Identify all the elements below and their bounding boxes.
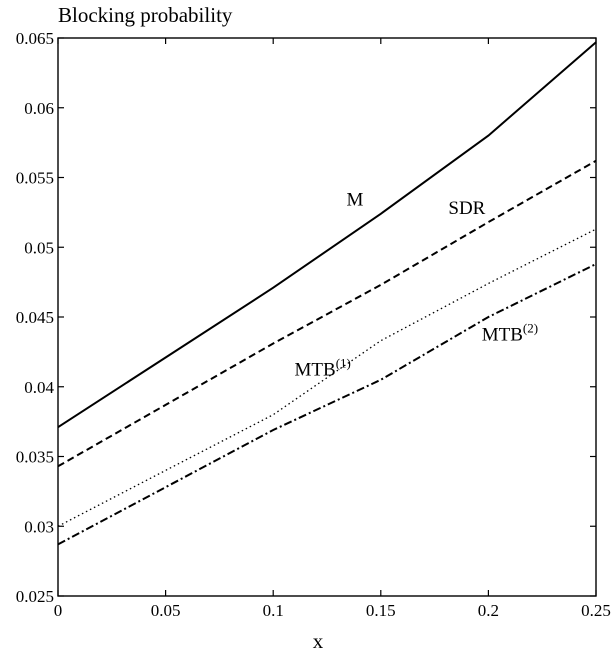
y-tick-label: 0.055 [16,169,54,188]
y-tick-label: 0.05 [24,238,54,257]
series-line-sdr [57,159,597,468]
y-tick-label: 0.045 [16,308,54,327]
x-axis-label: x [313,629,324,653]
x-tick-label: 0.25 [581,601,611,620]
y-tick-label: 0.04 [24,378,54,397]
series-label-m: M [347,189,364,210]
x-tick-label: 0 [54,601,63,620]
series-lines [57,41,597,546]
x-axis-ticks: 0 0.05 0.1 0.15 0.2 0.25 [54,38,611,620]
series-line-mtb-2 [57,263,597,546]
series-label-text: SDR [448,198,485,219]
x-tick-label: 0.05 [151,601,181,620]
series-line-m [57,41,597,429]
series-label-sdr: SDR [448,198,485,219]
series-label-mtb-1: MTB(1) [295,356,351,381]
series-label-text: MTB [295,360,336,381]
series-label-text: M [347,189,364,210]
x-tick-label: 0.15 [366,601,396,620]
y-tick-label: 0.03 [24,517,54,536]
series-label-mtb-2: MTB(2) [482,321,538,346]
y-tick-label: 0.025 [16,587,54,606]
series-label-superscript: (2) [523,321,538,336]
series-label-text: MTB [482,325,523,346]
y-axis-ticks: 0.025 0.03 0.035 0.04 0.045 0.05 0.055 0.06 0.06… [16,29,596,606]
y-tick-label: 0.035 [16,448,54,467]
x-tick-label: 0.2 [478,601,499,620]
y-tick-label: 0.065 [16,29,54,48]
series-label-superscript: (1) [336,356,351,371]
plot-frame [57,37,597,597]
chart-title: Blocking probability [58,3,233,27]
y-tick-label: 0.06 [24,99,54,118]
x-tick-label: 0.1 [263,601,284,620]
